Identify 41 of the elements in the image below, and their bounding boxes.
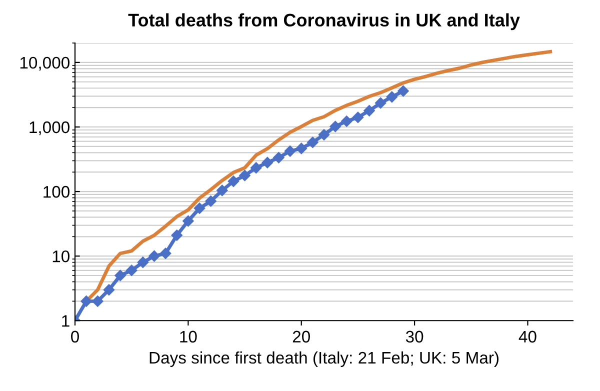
- point: [330, 120, 341, 132]
- point: [262, 156, 274, 168]
- point: [284, 146, 296, 157]
- point: [137, 256, 149, 268]
- y-tick-label: 10,000: [20, 56, 70, 71]
- point: [239, 170, 250, 182]
- point: [307, 136, 318, 148]
- point: [160, 248, 172, 260]
- y-tick-label: 100: [44, 186, 70, 198]
- point: [182, 215, 194, 227]
- point: [103, 284, 115, 296]
- point: [352, 112, 364, 123]
- point: [114, 270, 126, 282]
- point: [374, 97, 386, 109]
- y-tick-label: 1: [62, 315, 70, 327]
- y-tick-label: 1,000: [30, 121, 70, 136]
- point: [194, 202, 206, 214]
- chart-title: Total deaths from Coronavirus in UK and Italy: [128, 13, 520, 30]
- x-tick-label: 10: [180, 330, 197, 343]
- point: [398, 85, 409, 97]
- x-tick-label: 30: [406, 330, 424, 343]
- point: [126, 264, 138, 276]
- point: [216, 184, 228, 196]
- point: [318, 129, 330, 140]
- point: [205, 196, 216, 207]
- point: [273, 152, 284, 164]
- x-tick-label: 40: [518, 330, 536, 343]
- point: [341, 116, 352, 127]
- point: [296, 142, 307, 154]
- x-axis-title: Days since first death (Italy: 21 Feb; UK: 5 Mar): [150, 351, 498, 367]
- point: [80, 296, 92, 307]
- point: [148, 250, 160, 262]
- point: [228, 176, 240, 187]
- point: [171, 230, 182, 241]
- y-tick-label: 10: [52, 250, 70, 262]
- x-tick-label: 20: [292, 330, 310, 343]
- point: [364, 105, 375, 116]
- point: [250, 162, 262, 174]
- x-tick-label: 0: [71, 330, 79, 343]
- point: [92, 296, 104, 307]
- point: [386, 91, 398, 103]
